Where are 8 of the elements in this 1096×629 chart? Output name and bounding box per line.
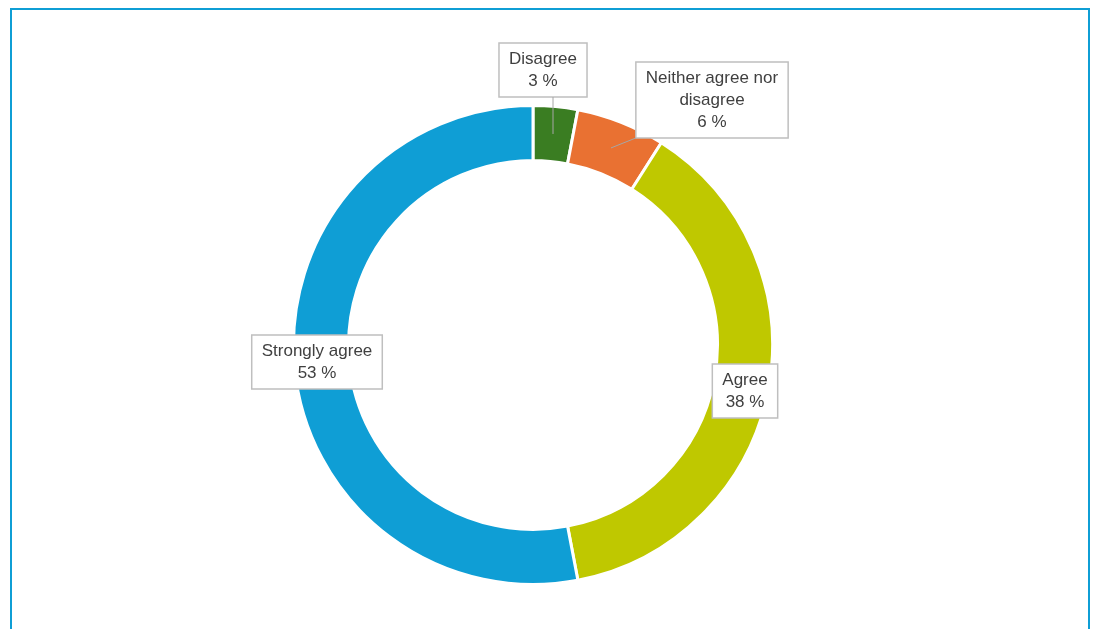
slice-label: Strongly agree — [261, 340, 373, 360]
data-label: 38 % — [725, 391, 765, 411]
slice-label: Agree — [722, 369, 768, 389]
data-label: 53 % — [297, 362, 337, 382]
data-label: 6 % — [697, 111, 727, 131]
slice-label: Disagree — [508, 48, 578, 68]
slice-label: Neither agree nor disagree — [645, 67, 779, 109]
data-label: 3 % — [528, 70, 558, 90]
